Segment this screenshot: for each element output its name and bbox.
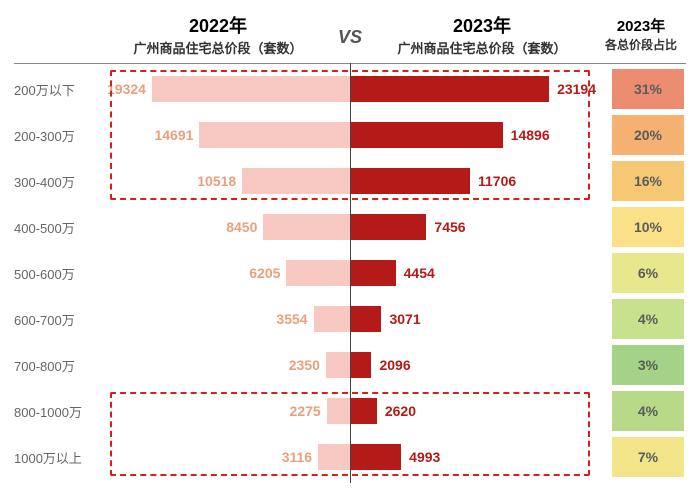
- pct-box: 20%: [612, 115, 684, 155]
- category-label: 300-400万: [14, 172, 104, 191]
- right-header: 2023年 广州商品住宅总价段（套数）: [368, 12, 596, 57]
- value-2023: 23194: [557, 81, 596, 97]
- bar-2023: [350, 260, 396, 286]
- pct-box: 4%: [612, 299, 684, 339]
- value-2023: 2096: [379, 357, 410, 373]
- bar-2023: [350, 444, 401, 470]
- pct-box: 10%: [612, 207, 684, 247]
- value-2022: 10518: [197, 173, 236, 189]
- pct-box: 16%: [612, 161, 684, 201]
- bar-2022: [199, 122, 350, 148]
- bar-2023: [350, 76, 549, 102]
- bar-2023: [350, 214, 426, 240]
- pct-box: 31%: [612, 69, 684, 109]
- value-2022: 2350: [289, 357, 320, 373]
- value-2023: 14896: [511, 127, 550, 143]
- chart-rows: 200万以下19324 23194 31% 200-300万 14691 14896 20%…: [14, 66, 686, 480]
- value-2022: 3116: [282, 449, 312, 465]
- left-header: 2022年 广州商品住宅总价段（套数）: [104, 12, 332, 57]
- pct-year: 2023年: [596, 15, 686, 36]
- value-2023: 4454: [404, 265, 435, 281]
- bar-2022: [263, 214, 350, 240]
- value-2022: 14691: [154, 127, 193, 143]
- bar-2023: [350, 352, 371, 378]
- bar-2023: [350, 398, 377, 424]
- left-year: 2022年: [104, 12, 332, 38]
- chart-header: 2022年 广州商品住宅总价段（套数） VS 2023年 广州商品住宅总价段（套…: [14, 8, 686, 60]
- category-label: 700-800万: [14, 356, 104, 375]
- pct-subtitle: 各总价段占比: [596, 36, 686, 53]
- bar-2022: [152, 76, 350, 102]
- right-subtitle: 广州商品住宅总价段（套数）: [368, 38, 596, 57]
- value-2022: 8450: [226, 219, 257, 235]
- category-label: 800-1000万: [14, 402, 104, 421]
- category-label: 400-500万: [14, 218, 104, 237]
- value-2023: 7456: [434, 219, 465, 235]
- value-2023: 3071: [389, 311, 420, 327]
- bar-2022: [242, 168, 350, 194]
- value-2023: 4993: [409, 449, 440, 465]
- left-subtitle: 广州商品住宅总价段（套数）: [104, 38, 332, 57]
- category-label: 500-600万: [14, 264, 104, 283]
- bar-2022: [286, 260, 350, 286]
- bar-2023: [350, 168, 470, 194]
- bar-2022: [327, 398, 350, 424]
- value-2022: 2275: [290, 403, 321, 419]
- value-2022: 6205: [249, 265, 280, 281]
- value-2022: 19324: [107, 81, 146, 97]
- bar-2022: [326, 352, 350, 378]
- pct-box: 4%: [612, 391, 684, 431]
- value-2023: 2620: [385, 403, 416, 419]
- category-label: 600-700万: [14, 310, 104, 329]
- pct-box: 3%: [612, 345, 684, 385]
- center-axis: [350, 63, 351, 483]
- pct-box: 6%: [612, 253, 684, 293]
- pct-box: 7%: [612, 437, 684, 477]
- category-label: 1000万以上: [14, 448, 104, 467]
- value-2022: 3554: [276, 311, 307, 327]
- bar-2022: [318, 444, 350, 470]
- bar-2023: [350, 306, 381, 332]
- right-year: 2023年: [368, 12, 596, 38]
- category-label: 200-300万: [14, 126, 104, 145]
- bar-2022: [314, 306, 350, 332]
- vs-label: VS: [332, 27, 368, 48]
- value-2023: 11706: [478, 173, 516, 189]
- bar-2023: [350, 122, 503, 148]
- pct-header: 2023年 各总价段占比: [596, 15, 686, 53]
- category-label: 200万以下: [14, 80, 104, 99]
